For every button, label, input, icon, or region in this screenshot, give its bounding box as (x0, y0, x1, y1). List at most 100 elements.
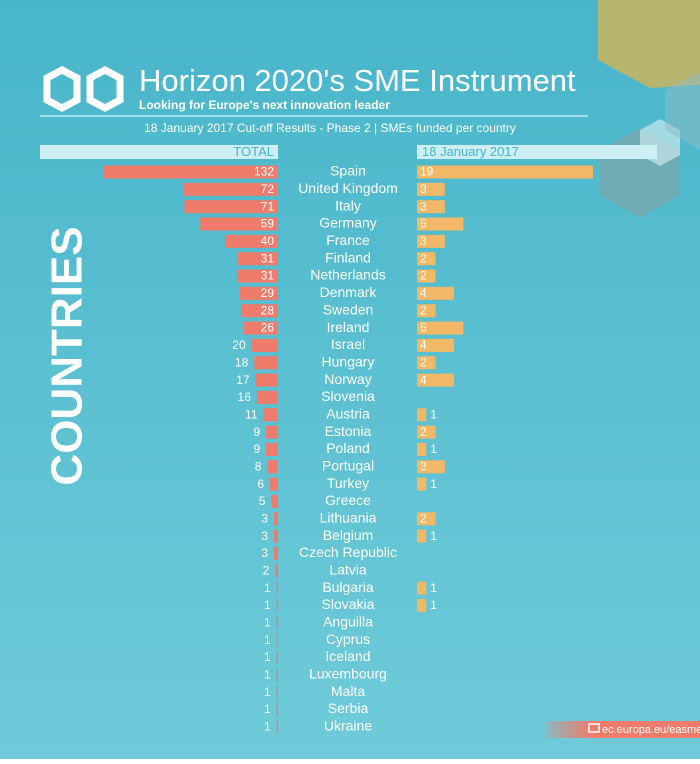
bar (417, 460, 445, 474)
value-label: 3 (261, 529, 268, 543)
category-label: Israel (331, 336, 365, 352)
bar (241, 304, 278, 318)
category-label: Norway (324, 371, 371, 387)
bar (267, 460, 278, 474)
value-label: 1 (264, 702, 271, 716)
bar (183, 182, 278, 196)
logo (43, 66, 81, 112)
bar (274, 546, 278, 560)
bar (417, 165, 593, 179)
value-label: 11 (245, 407, 258, 421)
category-label: United Kingdom (298, 180, 398, 196)
bar (266, 442, 278, 456)
logo (86, 66, 124, 112)
category-label: Ireland (327, 319, 370, 335)
value-label: 1 (430, 529, 437, 543)
bar (243, 321, 278, 335)
category-label: Estonia (325, 423, 372, 439)
value-label: 31 (261, 251, 275, 265)
category-label: Slovakia (322, 596, 375, 612)
value-label: 2 (420, 511, 427, 525)
bar (417, 512, 436, 526)
category-label: Denmark (320, 284, 378, 300)
source-pill (545, 721, 700, 738)
category-label: Italy (335, 197, 361, 213)
hexagon-decoration (598, 0, 700, 88)
category-label: Germany (319, 215, 377, 231)
value-label: 17 (236, 373, 250, 387)
bar (276, 633, 278, 647)
value-label: 18 (235, 355, 249, 369)
bar (417, 269, 436, 283)
bar (276, 616, 278, 630)
bar (417, 217, 464, 231)
value-label: 31 (261, 269, 275, 283)
bar (104, 165, 278, 179)
value-label: 3 (261, 511, 268, 525)
value-label: 1 (430, 407, 437, 421)
axis-label: COUNTRIES (43, 226, 92, 485)
value-label: 6 (257, 477, 264, 491)
value-label: 26 (261, 321, 275, 335)
bar (237, 252, 278, 266)
bar (256, 390, 278, 404)
category-label: Poland (326, 440, 370, 456)
subtitle: Looking for Europe's next innovation lea… (139, 98, 390, 112)
value-label: 132 (254, 165, 274, 179)
bar (417, 286, 455, 300)
category-label: Netherlands (310, 267, 386, 283)
title: Horizon 2020's SME Instrument (139, 63, 576, 98)
bar (274, 529, 278, 543)
value-label: 5 (420, 217, 427, 231)
value-label: 1 (430, 442, 437, 456)
bar (184, 200, 278, 214)
bar (276, 651, 278, 665)
value-label: 2 (420, 251, 427, 265)
value-label: 4 (420, 286, 427, 300)
bar (225, 234, 278, 248)
category-label: Spain (330, 163, 366, 179)
hexagon-decoration (665, 72, 700, 150)
value-label: 1 (264, 720, 271, 734)
value-label: 3 (420, 234, 427, 248)
category-label: Hungary (322, 353, 375, 369)
header-bar (417, 145, 657, 159)
value-label: 29 (261, 286, 275, 300)
category-label: Ukraine (324, 718, 372, 734)
bar (417, 442, 427, 456)
category-label: Finland (325, 249, 371, 265)
category-label: France (326, 232, 370, 248)
category-label: Sweden (323, 301, 374, 317)
category-label: Malta (331, 683, 365, 699)
value-label: 1 (264, 668, 271, 682)
value-label: 1 (430, 598, 437, 612)
value-label: 2 (263, 563, 270, 577)
value-label: 2 (420, 303, 427, 317)
bar (266, 425, 278, 439)
value-label: 8 (255, 459, 262, 473)
value-label: 2 (420, 355, 427, 369)
bar (237, 269, 278, 283)
value-label: 28 (261, 303, 275, 317)
category-label: Bulgaria (322, 579, 374, 595)
legend-label: TOTAL (233, 144, 274, 159)
value-label: 3 (420, 199, 427, 213)
value-label: 4 (420, 373, 427, 387)
value-label: 1 (264, 616, 271, 630)
value-label: 1 (264, 598, 271, 612)
category-label: Slovenia (321, 388, 375, 404)
category-label: Luxembourg (309, 666, 387, 682)
value-label: 2 (420, 425, 427, 439)
bar (417, 338, 455, 352)
category-label: Czech Republic (299, 544, 397, 560)
bar (417, 599, 427, 612)
value-label: 9 (253, 425, 260, 439)
value-label: 1 (264, 650, 271, 664)
category-label: Latvia (329, 562, 367, 578)
bar (275, 564, 278, 578)
value-label: 71 (261, 199, 275, 213)
bar (417, 477, 427, 491)
category-label: Turkey (327, 475, 369, 491)
bar (274, 512, 278, 526)
